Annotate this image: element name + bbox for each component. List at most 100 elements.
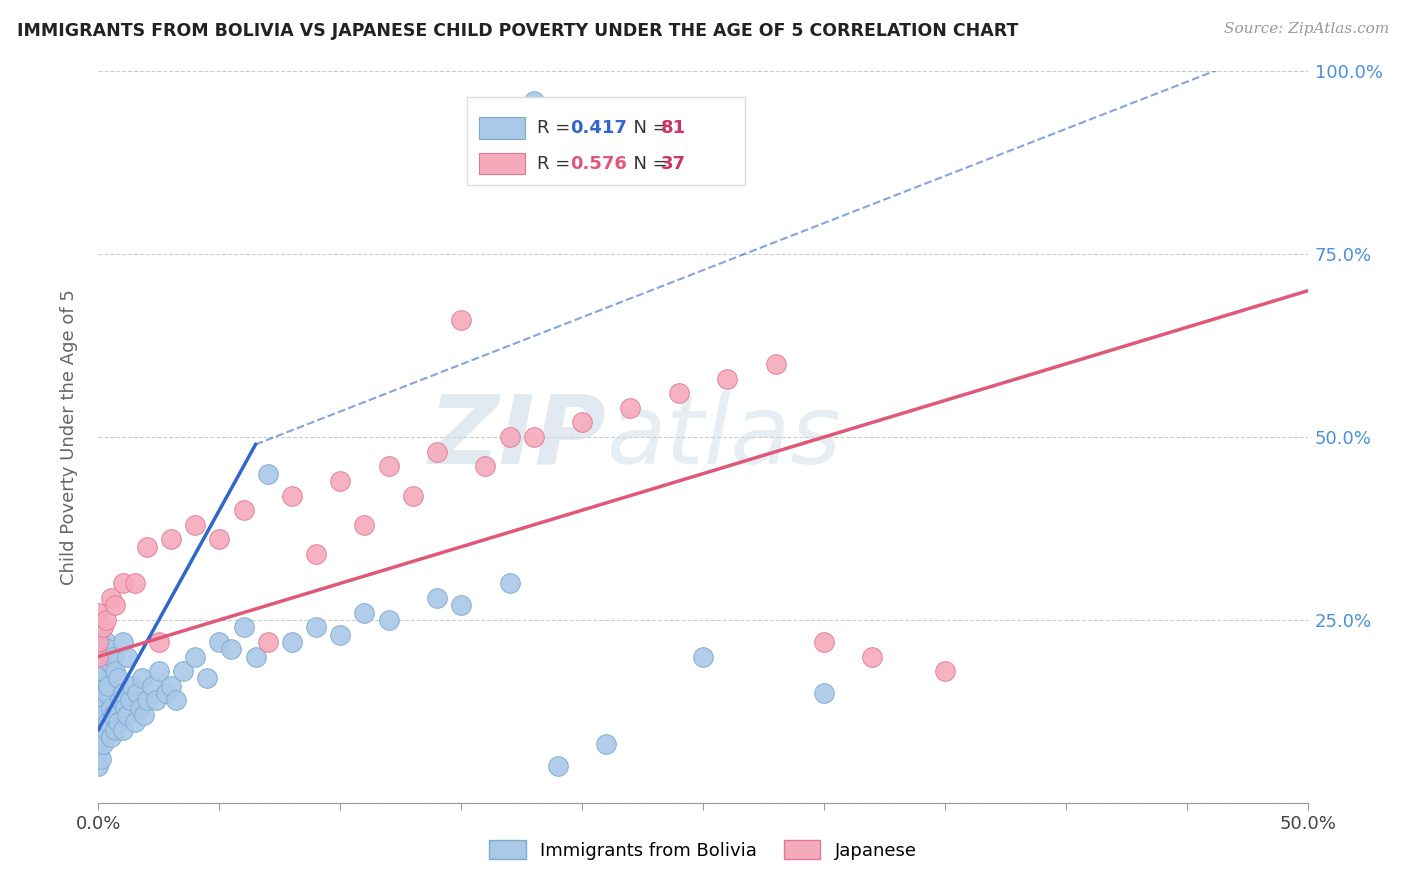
Point [148,635,170,649]
Point [860,649,883,664]
Point [101,649,124,664]
Point [377,459,399,474]
Point [87,657,110,671]
Point [135,693,157,707]
Point [716,371,738,385]
Point [94,635,117,649]
Point [107,715,129,730]
Point [97,679,120,693]
Text: R =: R = [537,120,576,137]
Text: 81: 81 [661,120,686,137]
Text: 0.576: 0.576 [569,154,627,172]
Point [87,745,110,759]
Point [571,416,593,430]
Point [90,649,112,664]
Point [305,620,328,634]
Point [87,649,110,664]
Point [155,686,177,700]
Text: N =: N = [621,120,673,137]
Point [87,649,110,664]
Point [195,672,218,686]
Point [208,533,231,547]
Point [90,672,112,686]
Point [121,679,143,693]
Point [145,693,167,707]
Point [91,737,114,751]
Point [765,357,787,371]
Point [281,489,304,503]
Point [256,467,278,481]
Text: R =: R = [537,154,576,172]
Text: ZIP: ZIP [429,391,606,483]
Point [87,700,110,714]
Point [498,430,520,444]
Point [426,591,449,605]
Point [108,693,131,707]
Point [172,664,194,678]
Point [498,576,520,591]
Point [87,606,110,620]
Point [353,606,375,620]
Point [813,686,835,700]
Point [87,664,110,678]
Point [100,700,122,714]
Point [353,517,375,532]
Point [934,664,956,678]
Point [114,700,136,714]
Point [474,459,496,474]
Point [87,759,110,773]
Point [131,672,153,686]
Point [94,686,117,700]
Point [184,517,207,532]
Point [160,533,183,547]
Point [90,620,112,634]
Text: N =: N = [621,154,673,172]
Point [281,635,304,649]
Point [97,715,120,730]
Point [450,313,472,327]
Point [90,693,112,707]
Point [117,649,139,664]
FancyBboxPatch shape [479,153,526,175]
Text: 0.417: 0.417 [569,120,627,137]
Point [135,540,157,554]
Point [111,686,134,700]
Point [97,642,120,657]
Point [91,664,114,678]
Point [426,444,449,458]
Point [305,547,328,561]
Point [692,649,714,664]
Point [104,599,127,613]
Point [232,620,254,634]
Point [813,635,835,649]
Point [111,723,134,737]
Point [87,642,110,657]
Point [668,386,690,401]
Point [208,635,231,649]
Point [450,599,472,613]
Point [90,730,112,744]
Point [104,664,127,678]
Point [87,723,110,737]
Point [100,591,122,605]
Text: atlas: atlas [606,391,841,483]
Point [184,649,207,664]
Point [87,679,110,693]
Point [124,576,146,591]
Legend: Immigrants from Bolivia, Japanese: Immigrants from Bolivia, Japanese [482,833,924,867]
Point [87,737,110,751]
Point [256,635,278,649]
Point [595,737,617,751]
Point [104,723,127,737]
Point [127,686,149,700]
Point [329,627,352,641]
Y-axis label: Child Poverty Under the Age of 5: Child Poverty Under the Age of 5 [59,289,77,585]
Point [111,635,134,649]
Point [329,474,352,488]
Point [402,489,425,503]
Point [141,679,163,693]
FancyBboxPatch shape [479,118,526,139]
Point [165,693,187,707]
Point [111,576,134,591]
Text: Source: ZipAtlas.com: Source: ZipAtlas.com [1223,22,1389,37]
